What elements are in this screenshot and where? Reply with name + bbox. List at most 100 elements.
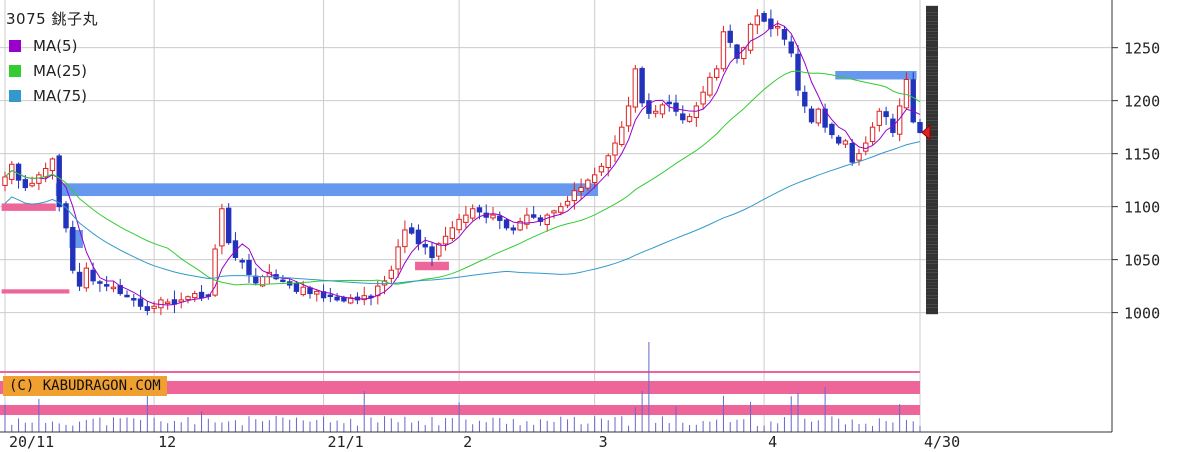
candle-body <box>795 53 801 91</box>
candle-body <box>280 279 286 283</box>
candle-body <box>415 229 422 245</box>
chart-legend: 3075 銚子丸 MA(5) MA(25) MA(75) <box>6 8 98 108</box>
chart-title: 3075 銚子丸 <box>6 10 98 28</box>
profile-bar <box>926 256 938 261</box>
profile-bar <box>926 123 938 127</box>
candle-body <box>178 299 184 303</box>
candle-body <box>334 296 340 301</box>
candle-body <box>585 179 591 189</box>
profile-bar <box>926 206 938 210</box>
candle-body <box>70 227 76 271</box>
y-tick-label: 1150 <box>1124 146 1160 164</box>
candle-body <box>103 284 110 287</box>
profile-bar <box>926 263 938 267</box>
profile-bar <box>926 215 938 219</box>
candle-body <box>802 91 808 107</box>
candle-body <box>869 126 876 143</box>
candle-body <box>253 275 259 284</box>
candle-body <box>110 286 117 290</box>
candle-body <box>219 208 225 247</box>
x-tick-label: 12 <box>158 433 176 451</box>
candle-body <box>910 79 916 123</box>
ma5-swatch <box>9 39 21 52</box>
ma5-line <box>4 22 921 306</box>
candle-body <box>666 101 672 105</box>
profile-bar <box>926 148 938 153</box>
profile-bar <box>926 28 938 32</box>
candle-body <box>463 214 469 223</box>
candle-body <box>36 174 42 184</box>
profile-bar <box>926 260 938 264</box>
candle-body <box>835 136 842 144</box>
candle-body <box>198 291 205 299</box>
candle-body <box>822 108 828 128</box>
candle-body <box>144 306 151 311</box>
candle-body <box>686 116 693 122</box>
candle-body <box>300 286 306 296</box>
candle-body <box>239 260 245 263</box>
profile-bar <box>926 15 938 19</box>
candle-body <box>212 248 218 296</box>
profile-bar <box>926 199 938 203</box>
candle-body <box>524 214 530 225</box>
profile-bar <box>926 272 938 277</box>
candle-body <box>497 215 503 221</box>
profile-bar <box>926 253 938 257</box>
candle-body <box>456 218 462 231</box>
candle-body <box>225 207 232 244</box>
x-tick-label: 4 <box>768 433 777 451</box>
candle-body <box>476 207 483 213</box>
candle-body <box>598 165 605 173</box>
candle-body <box>564 200 571 206</box>
profile-bar <box>926 190 938 194</box>
candle-body <box>293 282 300 292</box>
profile-bar <box>926 34 938 38</box>
candle-body <box>713 68 720 78</box>
candle-body <box>808 108 815 123</box>
profile-bar <box>926 43 938 48</box>
candle-body <box>171 299 178 305</box>
candle-body <box>578 187 584 192</box>
y-tick-label: 1200 <box>1124 93 1160 111</box>
profile-bar <box>926 228 938 232</box>
candle-body <box>781 29 788 40</box>
profile-bar <box>926 222 938 226</box>
candle-body <box>551 210 557 214</box>
profile-bar <box>926 183 938 188</box>
candle-body <box>327 294 334 298</box>
candle-body <box>517 220 523 231</box>
candle-body <box>314 290 320 295</box>
x-tick-label: 4/30 <box>924 433 960 451</box>
candle-body <box>137 298 144 307</box>
candle-body <box>15 163 22 181</box>
profile-bar <box>926 142 938 146</box>
candle-body <box>727 30 733 43</box>
candle-body <box>876 110 883 126</box>
resistance-band <box>835 71 917 80</box>
x-tick-label: 20/11 <box>9 433 54 451</box>
candle-body <box>422 243 428 248</box>
candle-body <box>544 214 550 225</box>
profile-bar <box>926 164 938 168</box>
profile-bar <box>926 98 938 102</box>
axes: 1000 1050 1100 1150 1200 1250 20/11 12 21/1 2 3 4 4/… <box>0 0 1160 451</box>
candle-body <box>571 190 578 202</box>
profile-bar <box>926 304 938 308</box>
candle-body <box>530 214 537 218</box>
legend-item-ma75: MA(75) <box>6 83 98 108</box>
profile-bar <box>926 40 938 44</box>
profile-bar <box>926 117 938 121</box>
profile-bar <box>926 78 938 83</box>
volume-ref-band <box>0 381 920 394</box>
profile-bar <box>926 31 938 35</box>
profile-bar <box>926 196 938 200</box>
profile-bar <box>926 12 938 16</box>
candle-body <box>56 155 62 208</box>
candle-body <box>307 287 313 295</box>
x-tick-label: 2 <box>463 433 472 451</box>
profile-bar <box>926 21 938 25</box>
profile-bar <box>926 9 938 13</box>
candle-body <box>449 227 456 240</box>
profile-bar <box>926 129 938 133</box>
profile-bar <box>926 174 938 178</box>
